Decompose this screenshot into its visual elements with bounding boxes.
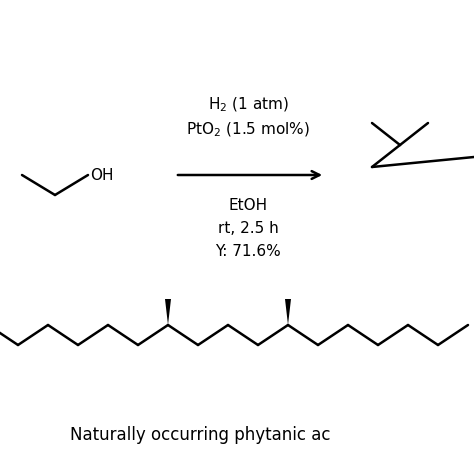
Polygon shape: [285, 299, 291, 325]
Text: Y: 71.6%: Y: 71.6%: [215, 245, 281, 259]
Polygon shape: [165, 299, 171, 325]
Text: H$_2$ (1 atm): H$_2$ (1 atm): [208, 96, 289, 114]
Text: EtOH: EtOH: [228, 198, 267, 212]
Text: Naturally occurring phytanic ac: Naturally occurring phytanic ac: [70, 426, 330, 444]
Text: PtO$_2$ (1.5 mol%): PtO$_2$ (1.5 mol%): [186, 121, 310, 139]
Text: OH: OH: [90, 167, 113, 182]
Text: rt, 2.5 h: rt, 2.5 h: [218, 220, 278, 236]
